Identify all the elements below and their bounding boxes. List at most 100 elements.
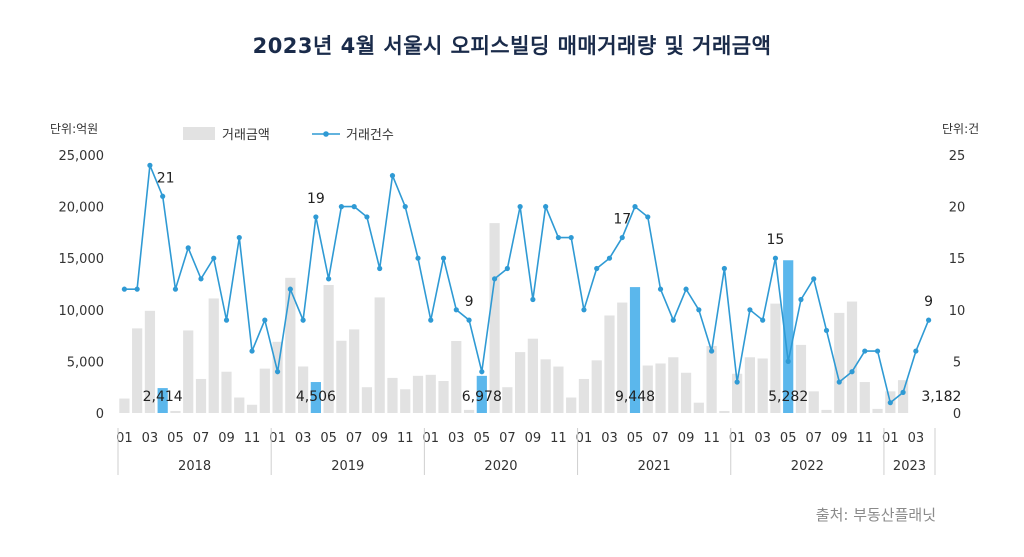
x-tick-label: 03: [601, 431, 618, 446]
point-count: [211, 255, 217, 261]
x-tick-label: 09: [218, 431, 235, 446]
bar-amount: [183, 330, 194, 413]
bar-amount: [170, 410, 181, 413]
bar-amount: [438, 381, 449, 413]
point-count: [619, 234, 625, 241]
left-axis-unit: 단위:억원: [50, 122, 99, 136]
bar-value-label: 3,182: [921, 389, 961, 405]
left-axis-tick: 20,000: [59, 201, 105, 216]
point-count: [836, 379, 842, 385]
point-count: [772, 255, 779, 261]
year-label: 2023: [893, 459, 926, 474]
point-count: [823, 327, 830, 334]
point-count: [198, 276, 204, 282]
point-count: [862, 348, 868, 354]
point-count: [568, 234, 574, 241]
bar-amount: [221, 371, 232, 413]
point-count: [849, 369, 855, 375]
bar-amount: [668, 357, 679, 413]
bar-amount: [527, 338, 538, 413]
bar-amount: [259, 368, 270, 413]
bar-amount: [246, 404, 258, 413]
point-count: [479, 369, 485, 375]
point-count: [887, 400, 893, 406]
point-count: [402, 204, 408, 210]
bar-amount: [834, 312, 845, 413]
bar-amount: [476, 375, 487, 413]
bar-amount: [336, 340, 347, 413]
point-count: [121, 286, 127, 292]
line-count: [124, 164, 930, 405]
left-axis-tick: 15,000: [59, 252, 105, 267]
bar-amount: [489, 223, 500, 413]
bar-amount: [374, 297, 385, 413]
bar-amount: [208, 298, 219, 413]
bar-amount: [872, 408, 883, 413]
point-count: [798, 296, 804, 303]
point-count: [466, 317, 472, 323]
bar-amount: [591, 360, 602, 413]
bar-amount: [642, 365, 653, 413]
x-tick-label: 01: [269, 431, 286, 446]
bar-amount: [515, 352, 526, 413]
x-tick-label: 09: [525, 431, 542, 446]
point-count: [517, 204, 523, 210]
line-value-label: 17: [613, 212, 631, 228]
bar-value-label: 5,282: [768, 389, 808, 405]
point-count: [734, 379, 740, 385]
point-count: [747, 307, 753, 313]
year-label: 2019: [331, 459, 364, 474]
bar-value-label: 6,978: [462, 389, 502, 405]
x-tick-label: 09: [678, 431, 695, 446]
point-count: [300, 317, 306, 323]
point-count: [874, 348, 881, 354]
bar-amount: [323, 285, 334, 413]
bar-amount: [808, 391, 819, 413]
point-count: [364, 214, 370, 220]
bar-amount: [693, 402, 704, 413]
left-axis-tick: 5,000: [67, 355, 104, 370]
bar-value-label: 9,448: [615, 389, 655, 405]
left-axis-tick: 25,000: [59, 149, 105, 164]
x-tick-label: 07: [499, 431, 516, 446]
point-count: [185, 245, 191, 251]
x-tick-label: 11: [703, 431, 720, 446]
point-count: [555, 234, 562, 241]
x-tick-label: 05: [167, 431, 184, 446]
x-tick-label: 05: [474, 431, 491, 446]
point-count: [606, 255, 613, 261]
x-tick-label: 05: [627, 431, 644, 446]
bar-amount: [783, 260, 794, 413]
year-label: 2018: [178, 459, 211, 474]
line-value-label: 9: [924, 294, 933, 310]
point-count: [683, 286, 689, 292]
right-axis-tick: 5: [953, 355, 961, 370]
point-count: [134, 286, 140, 292]
bar-amount: [680, 372, 692, 413]
bar-amount: [144, 310, 156, 413]
bar-amount: [349, 329, 360, 413]
bar-amount: [655, 363, 666, 413]
point-count: [377, 265, 383, 272]
point-count: [147, 162, 153, 168]
x-tick-label: 11: [397, 431, 414, 446]
right-axis-tick: 10: [949, 304, 966, 319]
point-count: [338, 204, 344, 210]
x-tick-label: 01: [576, 431, 593, 446]
year-label: 2020: [484, 459, 517, 474]
point-count: [632, 204, 638, 210]
bar-value-label: 4,506: [296, 389, 336, 405]
bar-amount: [732, 373, 743, 413]
bar-amount: [285, 277, 296, 413]
year-label: 2022: [791, 459, 824, 474]
point-count: [160, 193, 166, 199]
bar-amount: [719, 410, 730, 413]
bar-amount: [310, 382, 321, 413]
line-value-label: 9: [465, 294, 474, 310]
bar-amount: [604, 315, 615, 413]
year-label: 2021: [638, 459, 671, 474]
left-axis-tick: 10,000: [59, 304, 105, 319]
point-count: [351, 204, 357, 210]
x-tick-label: 07: [652, 431, 669, 446]
